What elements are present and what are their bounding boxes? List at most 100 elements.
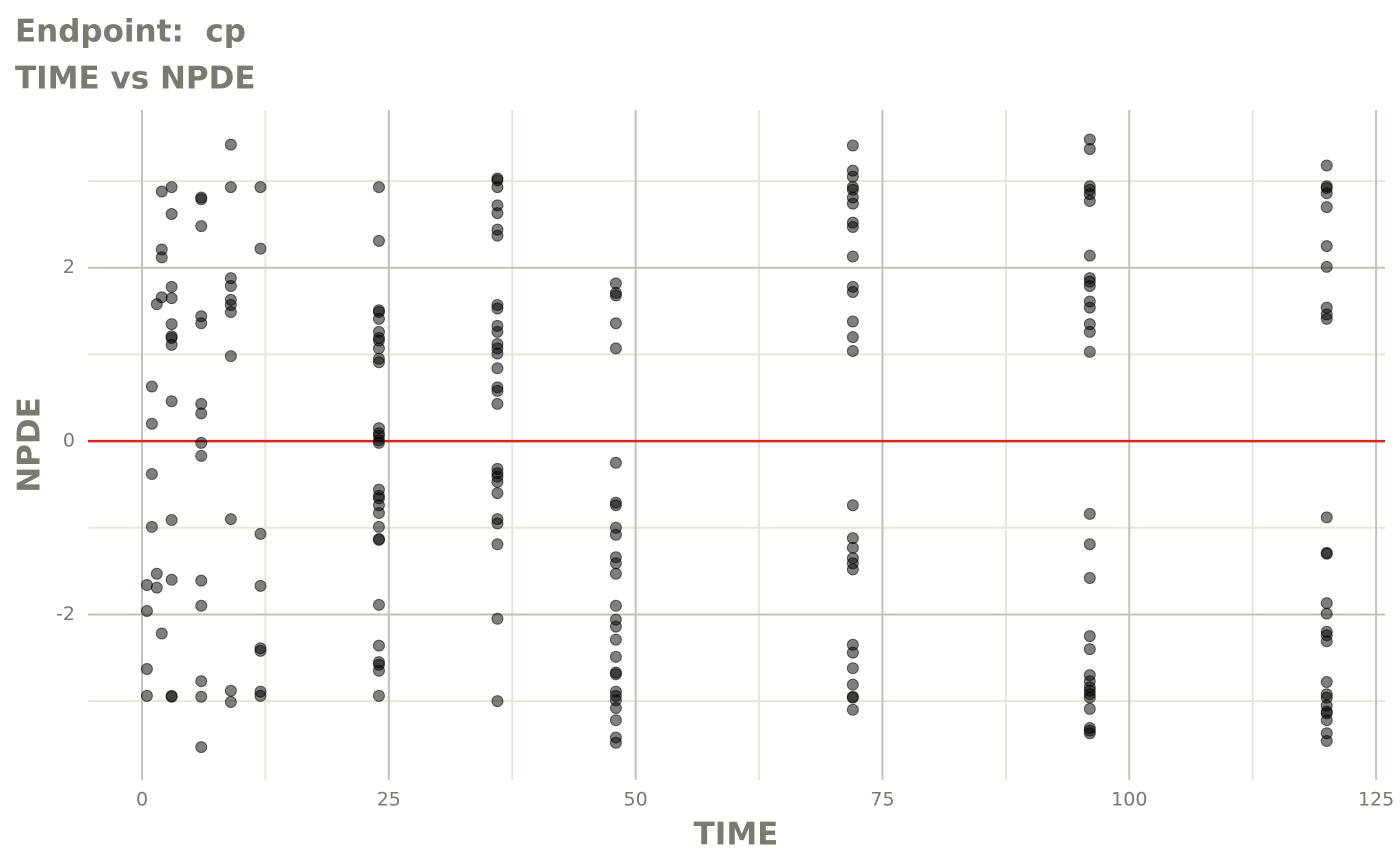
point [1320, 187, 1333, 200]
point [491, 181, 504, 194]
point [372, 507, 385, 520]
point [609, 633, 622, 646]
x-tick-label: 50 [624, 789, 648, 811]
point [1320, 597, 1333, 610]
point [150, 567, 163, 580]
point [491, 229, 504, 242]
point [224, 513, 237, 526]
point [846, 646, 859, 659]
point [254, 242, 267, 255]
point [165, 573, 178, 586]
point [846, 541, 859, 554]
point [372, 342, 385, 355]
point [1083, 301, 1096, 314]
x-tick-label: 0 [136, 789, 148, 811]
point [155, 251, 168, 264]
point [254, 579, 267, 592]
point [195, 675, 208, 688]
point [609, 650, 622, 663]
point [846, 315, 859, 328]
point [1083, 643, 1096, 656]
point [846, 221, 859, 234]
point [1320, 312, 1333, 325]
point [195, 436, 208, 449]
point [846, 197, 859, 210]
point [846, 286, 859, 299]
y-tick-label: 2 [63, 256, 75, 278]
y-tick-label: 0 [63, 430, 75, 452]
point [224, 181, 237, 194]
point [1083, 538, 1096, 551]
point [1083, 325, 1096, 338]
point [491, 517, 504, 530]
point [195, 193, 208, 206]
point [609, 342, 622, 355]
point [145, 468, 158, 481]
point [1083, 727, 1096, 740]
x-tick-label: 25 [377, 789, 401, 811]
point [254, 644, 267, 657]
point [195, 407, 208, 420]
point [846, 691, 859, 704]
point [165, 690, 178, 703]
point [1083, 702, 1096, 715]
x-axis-title: TIME [694, 817, 779, 853]
point [1320, 635, 1333, 648]
point [254, 689, 267, 702]
point [1083, 691, 1096, 704]
point [150, 581, 163, 594]
point [155, 291, 168, 304]
point [224, 279, 237, 292]
point [609, 528, 622, 541]
point [372, 436, 385, 449]
point [491, 695, 504, 708]
point [609, 714, 622, 727]
point [254, 181, 267, 194]
point [372, 356, 385, 369]
point [609, 736, 622, 749]
point [1083, 143, 1096, 156]
point [224, 305, 237, 318]
point [846, 662, 859, 675]
point [846, 331, 859, 344]
point [195, 220, 208, 233]
point [195, 690, 208, 703]
point [609, 620, 622, 633]
point [609, 557, 622, 570]
point [491, 207, 504, 220]
point [1320, 547, 1333, 560]
x-tick-label: 75 [870, 789, 894, 811]
point [609, 499, 622, 512]
point [372, 234, 385, 247]
x-tick-label: 125 [1358, 789, 1394, 811]
point [1083, 507, 1096, 520]
point [1320, 676, 1333, 689]
point [224, 684, 237, 697]
point [372, 312, 385, 325]
point [846, 170, 859, 183]
point [609, 599, 622, 612]
point [195, 574, 208, 587]
point [145, 520, 158, 533]
point [1320, 201, 1333, 214]
point [609, 456, 622, 469]
point [609, 317, 622, 330]
point [491, 362, 504, 375]
point [846, 678, 859, 691]
point [165, 513, 178, 526]
point [491, 475, 504, 488]
chart-subtitle: TIME vs NPDE [15, 61, 256, 97]
point [140, 689, 153, 702]
point [145, 417, 158, 430]
point [165, 280, 178, 293]
point [145, 380, 158, 393]
point [140, 663, 153, 676]
point [491, 302, 504, 315]
point [491, 384, 504, 397]
point [491, 487, 504, 500]
point [155, 185, 168, 198]
x-tick-label: 100 [1111, 789, 1147, 811]
point [372, 598, 385, 611]
point [1083, 249, 1096, 262]
